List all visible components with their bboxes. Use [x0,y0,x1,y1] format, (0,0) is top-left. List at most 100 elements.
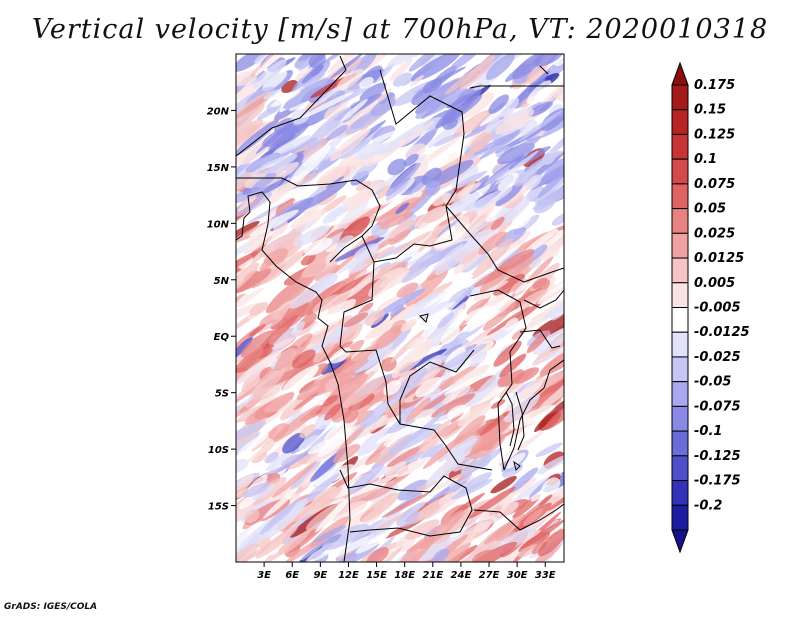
field-streak [511,210,532,229]
field-streak [533,370,564,391]
field-streak [460,447,503,478]
field-streak [469,130,493,153]
field-streak [501,463,523,478]
field-streak [440,326,460,345]
field-streak [423,275,474,309]
field-streak [362,245,396,265]
field-streak [249,301,269,316]
field-streak [418,419,452,449]
field-streak [545,128,564,159]
field-streak [236,324,251,346]
field-streak [508,467,538,494]
field-streak [291,349,316,369]
colorbar-label: 0.0125 [694,251,744,266]
field-streak [327,206,349,220]
field-streak [493,273,526,296]
field-streak [444,182,482,205]
field-streak [530,311,547,321]
field-streak [501,200,531,226]
field-streak [360,492,400,522]
field-streak [469,351,488,367]
field-streak [324,98,349,121]
field-streak [537,71,564,110]
field-streak [452,109,493,138]
field-streak [526,256,554,284]
field-streak [325,176,345,189]
lon-tick-label: 12E [338,570,359,581]
field-streak [453,415,486,446]
field-streak [432,192,451,207]
field-streak [348,463,385,493]
field-streak [420,443,444,462]
field-streak [390,303,416,326]
grads-credit: GrADS: IGES/COLA [4,602,98,612]
field-streak [313,525,347,543]
field-streak [433,509,484,545]
field-streak [401,120,435,147]
field-streak [270,310,307,336]
lat-tick-label: 10N [207,219,230,230]
field-streak [518,110,563,142]
field-streak [326,272,374,300]
field-streak [236,458,249,474]
field-streak [359,400,392,430]
field-streak [495,182,524,207]
field-streak [236,474,254,500]
field-streak [455,282,479,304]
field-streak [392,230,432,255]
field-streak [498,492,514,507]
colorbar-swatch [671,381,689,407]
field-streak [292,225,331,247]
field-streak [400,318,417,332]
field-streak [461,310,500,333]
field-streak [265,502,305,539]
field-streak [497,368,525,387]
field-streak [535,442,563,457]
field-streak [298,172,318,185]
field-streak [523,228,558,255]
country-borders [236,55,564,562]
field-streak [395,202,410,215]
colorbar-label: -0.1 [694,424,722,439]
lon-tick-label: 24E [451,570,472,581]
field-streak [390,304,404,318]
field-streak [376,295,404,311]
field-streak [385,162,421,197]
field-streak [532,277,548,289]
field-streak [236,421,266,446]
field-streak [485,54,515,80]
field-streak [451,165,479,189]
field-streak [440,94,483,126]
colorbar-label: 0.005 [694,276,735,291]
field-streak [326,124,348,141]
colorbar-swatch [671,455,689,482]
field-streak [396,510,420,527]
field-streak [355,532,390,554]
field-streak [263,248,289,266]
field-streak [348,393,375,411]
field-streak [272,461,317,498]
field-streak [236,396,254,416]
field-streak [268,423,290,440]
lon-tick-label: 3E [257,570,271,581]
lat-tick-label: 15S [208,502,229,513]
field-streak [505,452,526,469]
colorbar-swatch [671,84,689,111]
field-streak [430,419,466,442]
latitude-axis: 20N 15N 10N 5N EQ 5S 10S 15S [207,106,236,513]
lon-tick-label: 33E [535,570,556,581]
field-streak [236,124,257,156]
colorbar-label: 0.15 [694,103,726,118]
field-streak [493,340,522,367]
field-streak [437,312,455,329]
field-streak [314,341,354,365]
field-streak [236,54,268,72]
field-streak [237,350,283,383]
field-streak [414,137,460,169]
field-streak [534,398,564,433]
field-streak [335,423,368,455]
colorbar-label: 0.025 [694,226,735,241]
field-streak [408,54,441,72]
field-streak [544,397,564,430]
field-streak [522,508,544,526]
